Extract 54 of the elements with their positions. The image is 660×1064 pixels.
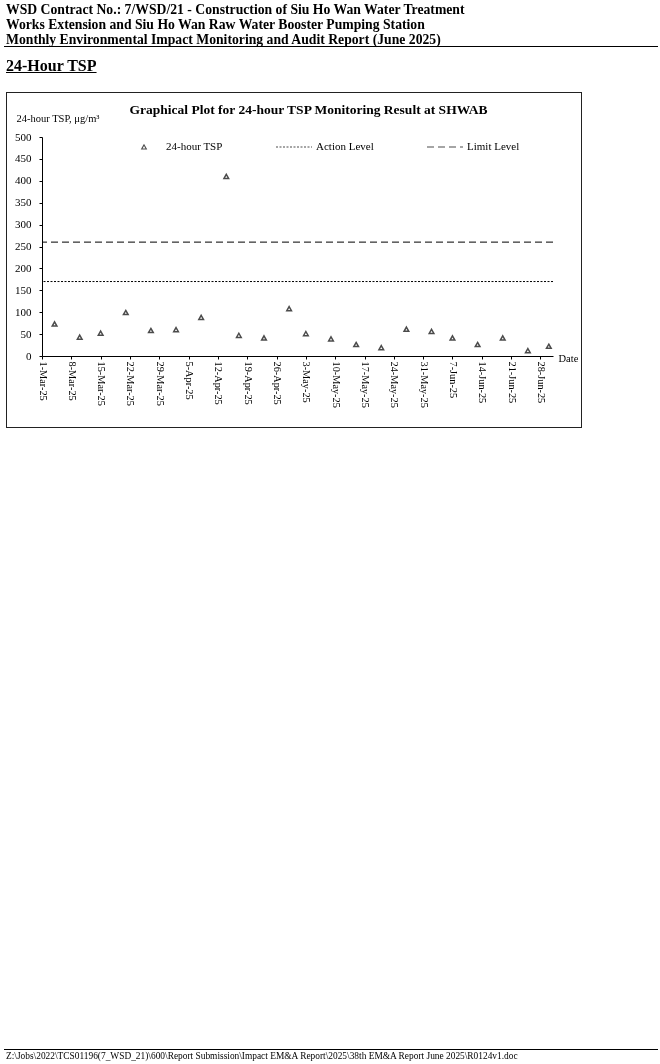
x-axis-title: Date: [558, 352, 579, 364]
text: Monthly Environmental Impact Monitoring and Audit Report (June 2025): [6, 32, 442, 48]
x-tick-label: 15-Mar-25: [96, 361, 108, 406]
x-tick-label: 14-Jun-25: [477, 361, 489, 404]
legend-label: Action Level: [316, 140, 374, 152]
text: 24-Hour TSP: [6, 57, 97, 75]
x-tick-label: 26-Apr-25: [272, 361, 284, 405]
x-tick-label: 21-Jun-25: [506, 361, 518, 404]
point: [235, 332, 242, 339]
text: WSD Contract No.: 7/WSD/21 - Construction of Siu Ho Wan Water Treatment: [6, 1, 466, 17]
point: [198, 314, 205, 321]
y-tick-label: 450: [15, 152, 32, 165]
point: [499, 335, 506, 341]
x-tick-label: 1-Mar-25: [37, 361, 49, 401]
x-tick-label: 19-Apr-25: [242, 361, 254, 405]
point: [76, 334, 83, 340]
point: [223, 173, 230, 180]
y-tick-label: 300: [15, 218, 32, 231]
x-tick-label: 22-Mar-25: [125, 361, 137, 406]
y-tick-label: 400: [15, 174, 32, 187]
x-tick-label: 10-May-25: [330, 361, 342, 408]
text: Works Extension and Siu Ho Wan Raw Water Booster Pumping Station: [6, 16, 426, 33]
x-tick-label: 3-May-25: [301, 361, 313, 403]
x-tick-label: 12-Apr-25: [213, 361, 225, 405]
y-tick-label: 250: [15, 240, 32, 252]
point: [474, 341, 481, 348]
point: [260, 335, 268, 341]
point: [403, 326, 410, 333]
legend-label: Limit Level: [467, 140, 520, 152]
x-tick-label: 7-Jun-25: [447, 361, 459, 399]
y-tick-label: 150: [15, 283, 32, 296]
x-tick-label: 31-May-25: [418, 361, 430, 408]
y-tick-label: 350: [15, 196, 32, 209]
x-tick-label: 8-Mar-25: [66, 361, 78, 401]
chart-title: Graphical Plot for 24-hour TSP Monitoring Result at SHWAB: [129, 101, 488, 117]
y-axis-title: 24-hour TSP, μg/m³: [16, 112, 100, 124]
y-tick-label: 50: [20, 327, 32, 340]
x-tick-label: 29-Mar-25: [154, 361, 166, 406]
point: [327, 336, 335, 342]
point: [428, 328, 435, 335]
legend-label: 24-hour TSP: [166, 140, 223, 152]
text: Z:\Jobs\2022\TCS01196(7_WSD_21)\600\Report Submission\Impact EM&A Report\2025\38th EM&A Report June 2025\R0124v1.doc: [4, 1049, 658, 1062]
x-tick-label: 24-May-25: [389, 361, 401, 408]
y-tick-label: 500: [15, 130, 32, 143]
x-tick-label: 5-Apr-25: [184, 361, 196, 400]
point: [97, 330, 104, 336]
y-tick-label: 100: [15, 305, 32, 318]
x-tick-label: 17-May-25: [360, 361, 372, 408]
x-tick-label: 28-Jun-25: [535, 361, 547, 404]
y-tick-label: 0: [26, 349, 32, 362]
y-tick-label: 200: [15, 261, 32, 274]
point: [51, 321, 58, 327]
point: [449, 335, 456, 341]
point: [545, 343, 552, 350]
